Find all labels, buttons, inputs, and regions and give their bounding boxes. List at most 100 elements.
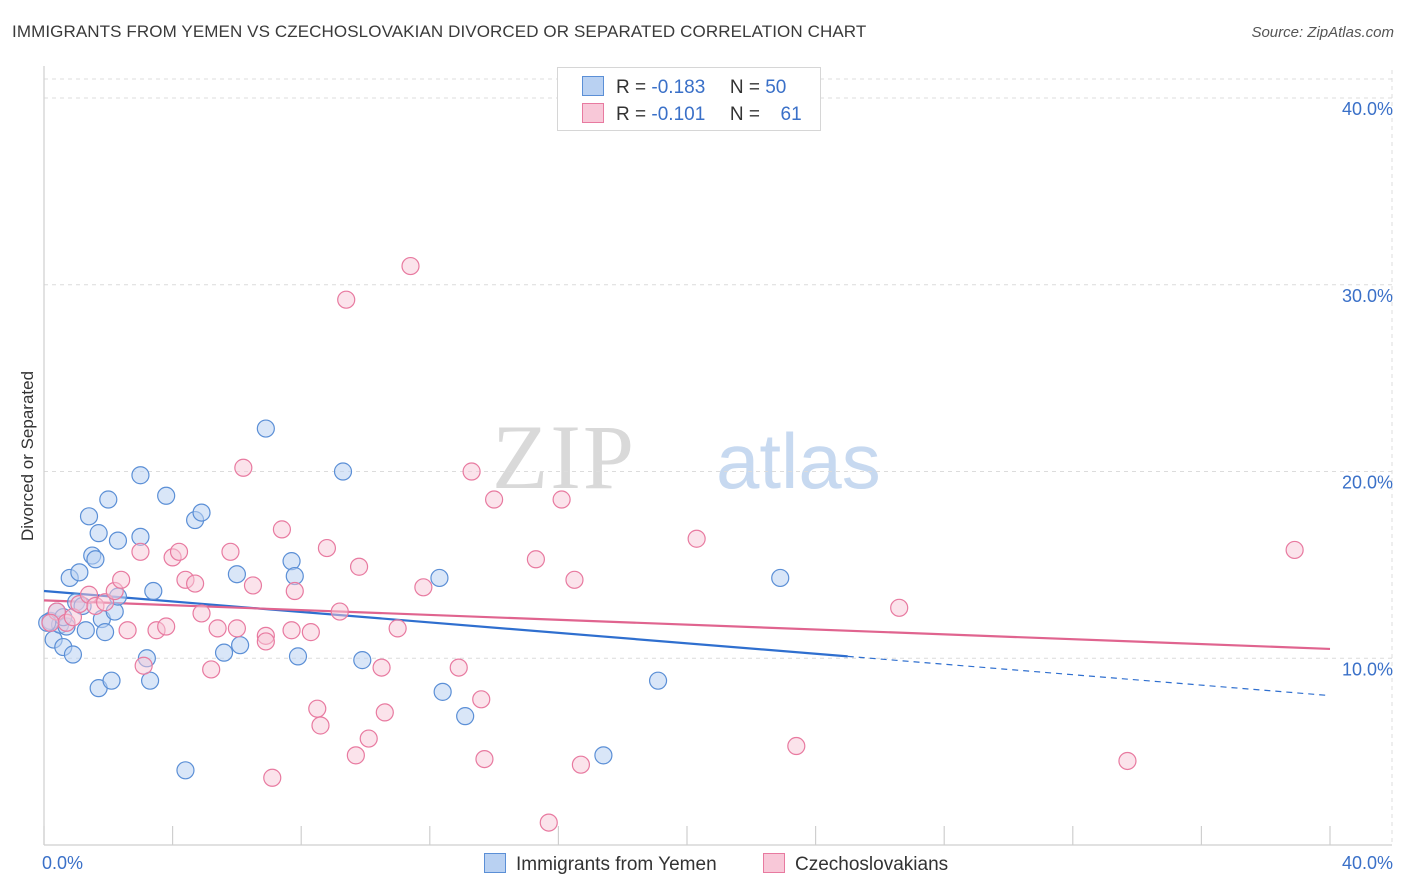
legend-r-label: R = <box>616 77 647 98</box>
axes <box>43 66 1392 846</box>
data-point-yemen <box>86 550 105 569</box>
bottom-legend-label-czechoslovakians: Czechoslovakians <box>795 854 949 875</box>
data-point-czechoslovakians <box>359 729 378 748</box>
data-point-czechoslovakians <box>285 581 304 601</box>
data-point-czechoslovakians <box>401 256 420 276</box>
data-point-czechoslovakians <box>282 621 301 640</box>
data-point-czechoslovakians <box>414 578 433 597</box>
data-point-czechoslovakians <box>687 529 706 548</box>
data-point-czechoslovakians <box>131 542 150 561</box>
data-point-czechoslovakians <box>375 703 394 722</box>
chart-title: IMMIGRANTS FROM YEMEN VS CZECHOSLOVAKIAN… <box>12 22 867 41</box>
data-point-yemen <box>99 490 118 509</box>
data-point-czechoslovakians <box>349 557 369 576</box>
y-tick-label: 10.0% <box>1342 659 1393 679</box>
data-point-yemen <box>433 682 452 701</box>
legend-r-value: -0.183 <box>651 77 706 98</box>
series-yemen-points <box>38 419 790 780</box>
data-point-yemen <box>95 623 115 642</box>
legend-row-czechoslovakians: R = -0.101 N = 61 <box>582 103 802 127</box>
bottom-legend-swatch-yemen <box>484 853 506 873</box>
data-point-yemen <box>594 746 613 765</box>
data-point-czechoslovakians <box>263 768 282 787</box>
data-point-yemen <box>288 647 308 666</box>
data-point-czechoslovakians <box>1118 751 1137 771</box>
legend-swatch-yemen <box>582 76 604 96</box>
data-point-czechoslovakians <box>243 576 263 595</box>
data-point-czechoslovakians <box>186 574 205 593</box>
data-point-czechoslovakians <box>118 621 137 640</box>
data-point-czechoslovakians <box>372 658 391 677</box>
legend-r-value: -0.101 <box>651 104 706 125</box>
data-point-yemen <box>231 636 250 655</box>
y-tick-labels: 10.0% 20.0% 30.0% 40.0% <box>1342 99 1393 679</box>
chart-source: Source: ZipAtlas.com <box>1251 24 1394 41</box>
data-point-czechoslovakians <box>134 656 153 675</box>
y-tick-label: 40.0% <box>1342 99 1393 119</box>
data-point-czechoslovakians <box>330 602 349 621</box>
x-tick-label: 0.0% <box>42 853 83 873</box>
data-point-czechoslovakians <box>234 458 253 477</box>
correlation-legend: R = -0.183 N = 50 R = -0.101 N = 61 <box>557 67 821 131</box>
data-point-yemen <box>79 507 99 526</box>
data-point-yemen <box>102 671 121 690</box>
data-point-yemen <box>282 552 301 571</box>
data-point-yemen <box>63 645 83 664</box>
data-point-yemen <box>157 486 176 505</box>
data-point-yemen <box>456 707 475 726</box>
data-point-czechoslovakians <box>526 550 545 569</box>
data-point-czechoslovakians <box>388 619 407 638</box>
data-point-yemen <box>76 621 95 640</box>
data-point-czechoslovakians <box>112 570 131 589</box>
y-axis-title: Divorced or Separated <box>18 370 37 542</box>
data-point-czechoslovakians <box>221 542 240 561</box>
data-point-yemen <box>108 531 128 550</box>
data-point-czechoslovakians <box>475 749 494 769</box>
data-point-yemen <box>70 563 89 582</box>
legend-n-label: N = <box>729 77 760 98</box>
y-tick-label: 20.0% <box>1342 473 1393 493</box>
bottom-legend-swatch-czechoslovakians <box>763 853 785 873</box>
data-point-czechoslovakians <box>311 716 330 735</box>
legend-n-label: N = <box>729 104 760 125</box>
data-point-czechoslovakians <box>192 604 211 623</box>
data-point-czechoslovakians <box>565 570 584 589</box>
data-point-czechoslovakians <box>41 613 60 632</box>
data-point-czechoslovakians <box>890 598 909 617</box>
data-point-czechoslovakians <box>462 462 481 481</box>
data-point-czechoslovakians <box>552 490 571 509</box>
data-point-czechoslovakians <box>301 623 320 642</box>
data-point-yemen <box>227 565 246 584</box>
x-tick-labels: 0.0% 40.0% <box>42 853 1393 873</box>
data-point-yemen <box>333 462 353 481</box>
legend-r-label: R = <box>616 104 647 125</box>
data-point-yemen <box>648 671 668 690</box>
data-point-czechoslovakians <box>308 699 327 718</box>
x-tick-label: 40.0% <box>1342 853 1393 873</box>
data-point-czechoslovakians <box>485 490 504 509</box>
data-point-czechoslovakians <box>472 690 491 709</box>
data-point-czechoslovakians <box>787 736 806 756</box>
data-point-yemen <box>144 581 163 601</box>
data-point-yemen <box>353 651 372 670</box>
trend-line-czechoslovakians <box>43 599 1331 651</box>
bottom-legend-czechoslovakians: Czechoslovakians <box>763 853 948 876</box>
trend-line-yemen-extension <box>847 655 1331 697</box>
data-point-czechoslovakians <box>337 290 356 309</box>
trend-line-yemen <box>43 589 848 658</box>
data-point-czechoslovakians <box>346 746 365 765</box>
watermark: ZIP atlas <box>492 406 881 508</box>
legend-n-value: 50 <box>765 77 787 98</box>
legend-n-value: 61 <box>780 104 802 125</box>
data-point-czechoslovakians <box>272 520 292 539</box>
data-point-yemen <box>140 671 160 690</box>
bottom-legend-label-yemen: Immigrants from Yemen <box>516 854 717 875</box>
legend-swatch-czechoslovakians <box>582 103 604 123</box>
watermark-atlas: atlas <box>716 417 881 505</box>
data-point-czechoslovakians <box>256 632 275 651</box>
data-point-czechoslovakians <box>227 619 246 638</box>
series-czechoslovakians-points <box>41 256 1304 832</box>
data-point-czechoslovakians <box>1285 540 1304 560</box>
data-point-czechoslovakians <box>449 658 468 677</box>
data-point-czechoslovakians <box>202 660 221 679</box>
